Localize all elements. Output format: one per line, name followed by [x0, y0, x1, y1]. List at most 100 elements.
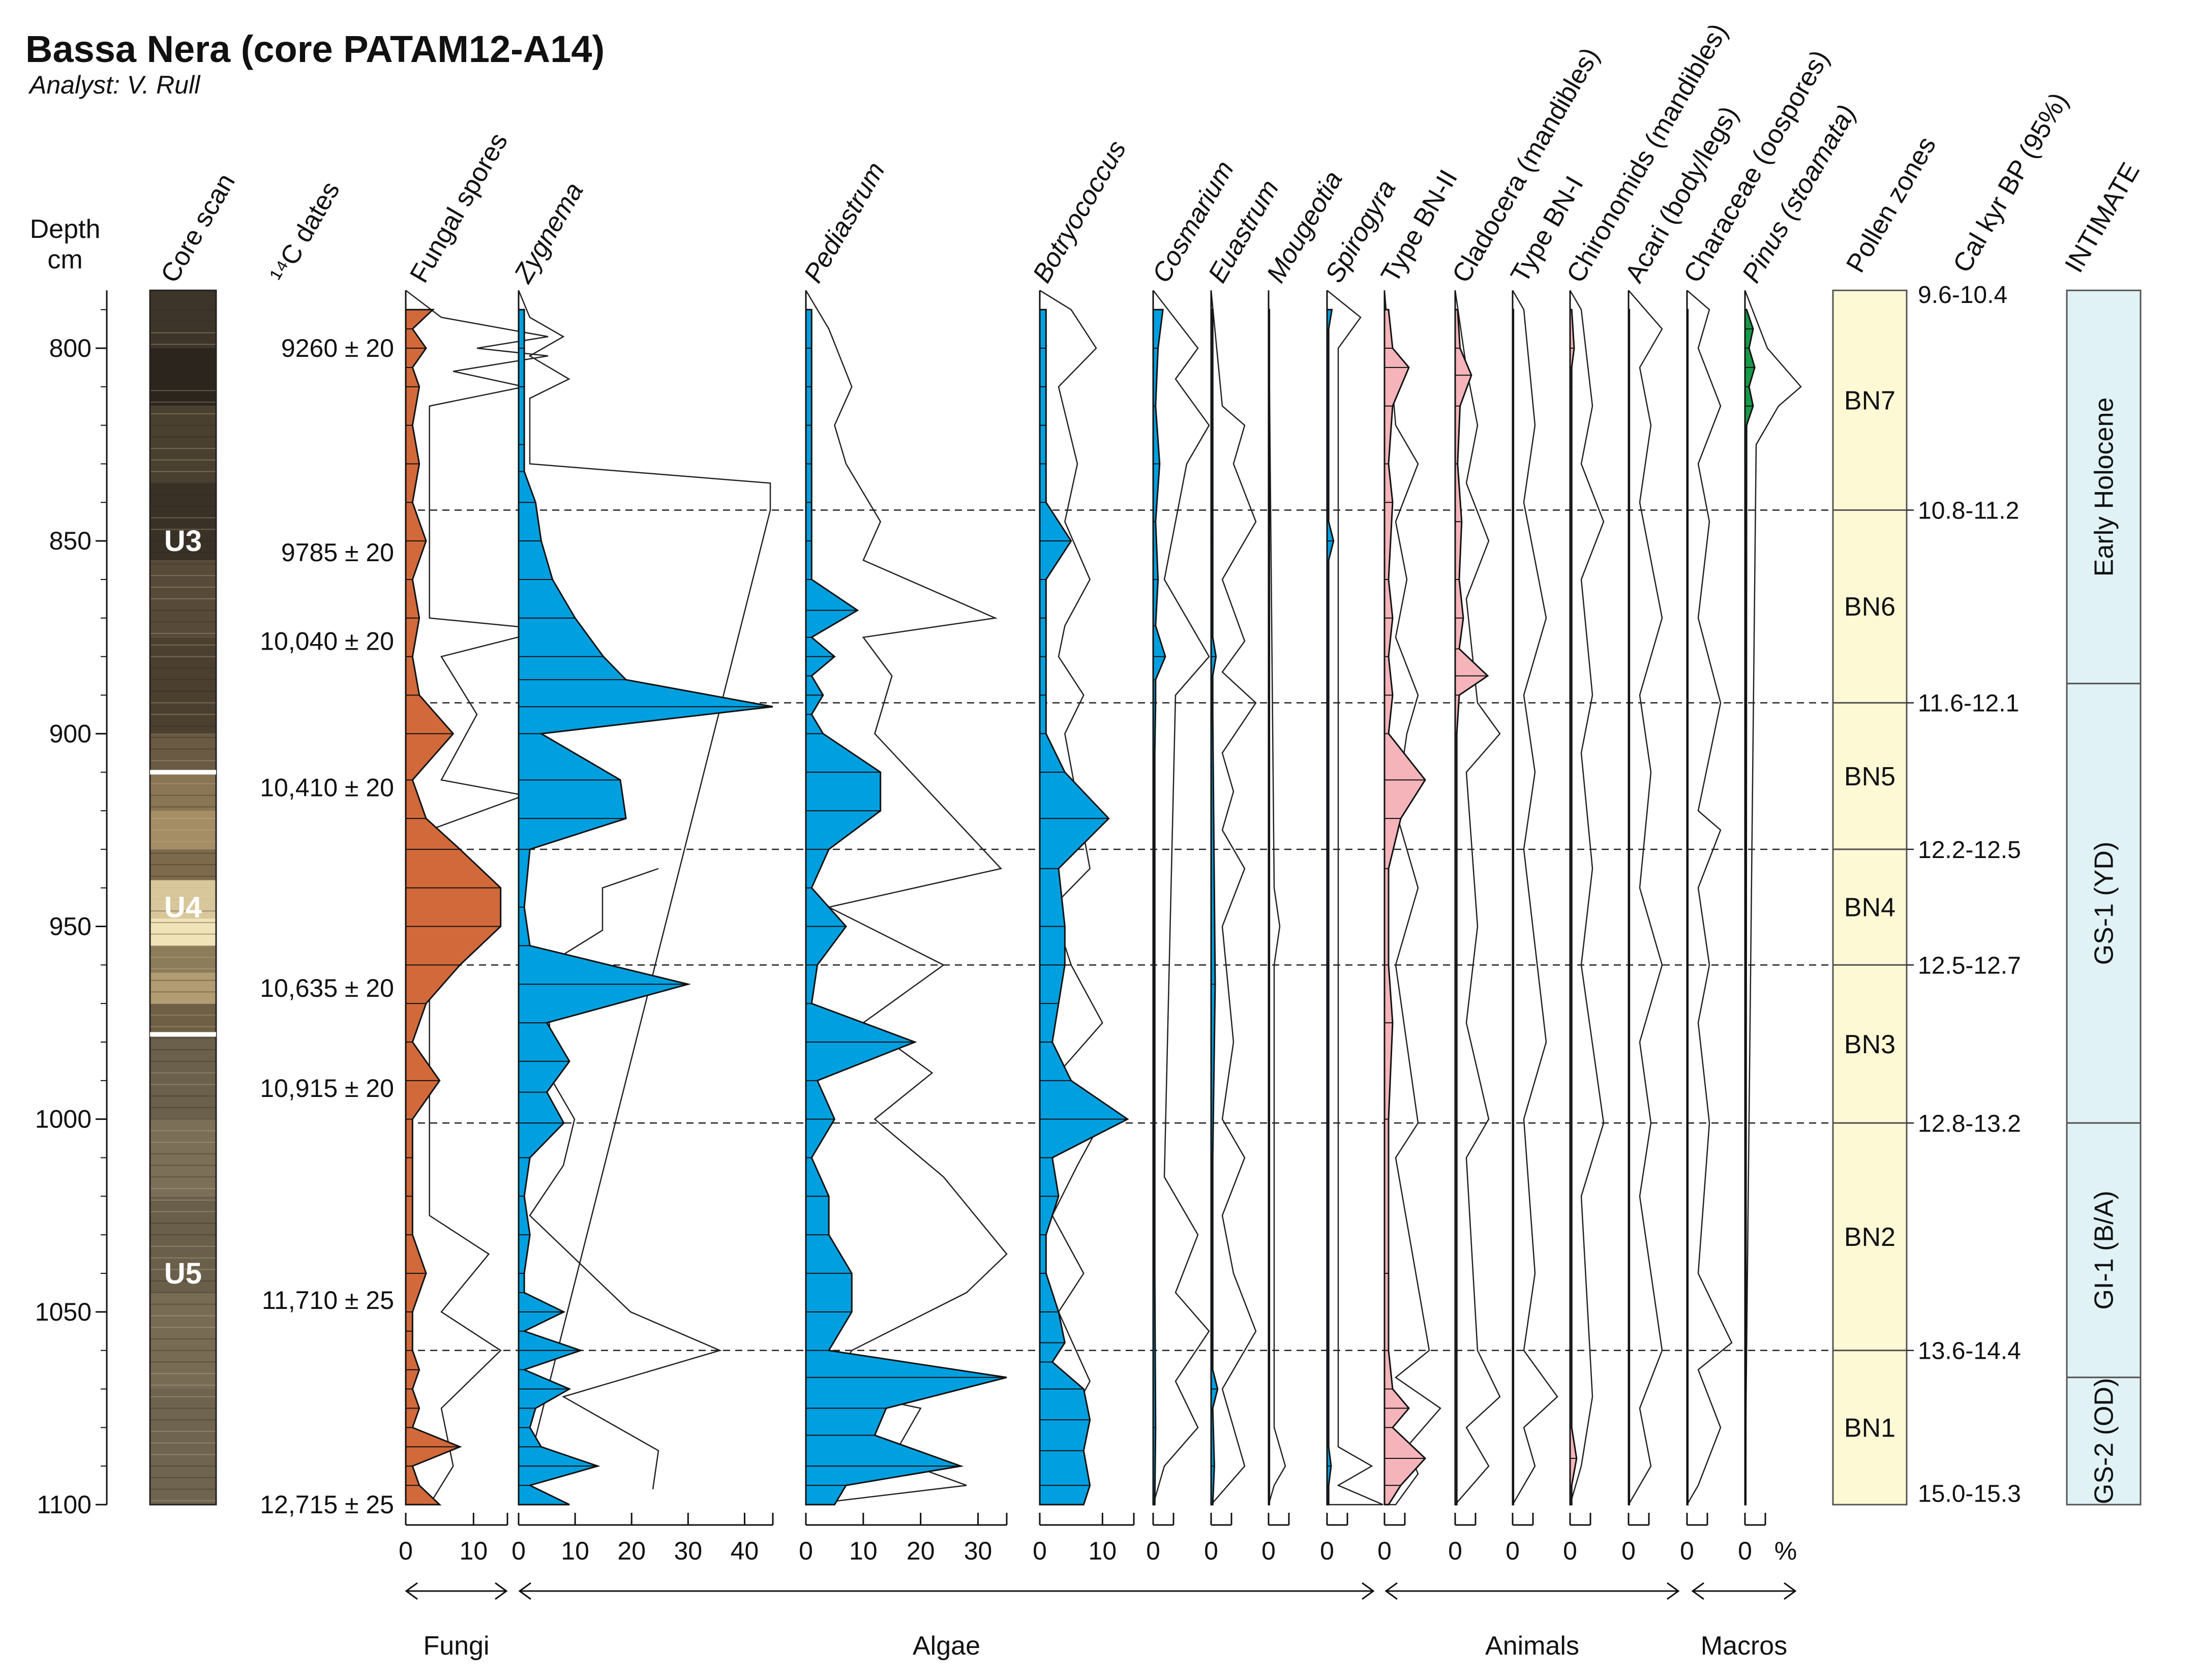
- c14-header: ¹⁴C dates: [264, 176, 346, 288]
- intimate-period-label: GS-1 (YD): [2090, 842, 2119, 965]
- group-label-fungi: Fungi: [423, 1631, 489, 1661]
- x-tick-label: 10: [561, 1537, 589, 1565]
- exaggeration-outline: [1628, 290, 1663, 1505]
- group-label-macros: Macros: [1701, 1631, 1787, 1661]
- curve-cladocera: 0: [1448, 290, 1501, 1565]
- c14-date-label: 10,915 ± 20: [260, 1074, 394, 1103]
- pollen-zone-label: BN3: [1844, 1030, 1895, 1059]
- x-tick-label: 0: [1506, 1537, 1520, 1565]
- pollen-zone-box: [1832, 964, 1908, 1124]
- group-arrow-right: [495, 1582, 508, 1600]
- curve-cosmarium: 0: [1146, 290, 1210, 1565]
- x-tick-label: %: [1774, 1537, 1797, 1565]
- curve-fill: [1569, 309, 1578, 1506]
- group-arrow-left: [1384, 1582, 1398, 1600]
- exaggeration-outline: [1268, 290, 1286, 1505]
- x-tick-label: 0: [1738, 1537, 1752, 1565]
- group-arrow-left: [405, 1582, 418, 1600]
- core-band: [150, 290, 216, 348]
- depth-tick-label: 1000: [35, 1105, 92, 1134]
- core-frame: [149, 289, 217, 1506]
- intimate-period-box: [2066, 1377, 2142, 1506]
- core-band: [150, 1292, 216, 1389]
- x-tick-label: 0: [511, 1537, 526, 1565]
- cal-age-label: 11.6-12.1: [1918, 690, 2019, 717]
- cal-age-label: 15.0-15.3: [1918, 1480, 2021, 1507]
- curve-pediastrum: 0 10 20 30: [799, 290, 1008, 1565]
- depth-tick-label: 1050: [35, 1298, 92, 1326]
- x-tick-label: 10: [849, 1537, 878, 1565]
- cal-age-label: 9.6-10.4: [1918, 282, 2007, 309]
- core-band: [150, 972, 216, 1004]
- core-scan-header: Core scan: [155, 169, 241, 288]
- pollen-zone-box: [1832, 1122, 1908, 1352]
- exaggeration-outline: [1744, 290, 1802, 1505]
- core-band: [150, 1003, 216, 1034]
- x-tick-label: 20: [907, 1537, 935, 1565]
- curve-spirogyra: 0: [1320, 290, 1383, 1565]
- curve-chironomids: 0: [1563, 290, 1605, 1565]
- pollen-zone-box: [1832, 509, 1908, 704]
- depth-tick-label: 950: [49, 912, 92, 941]
- x-tick-label: 10: [1089, 1537, 1117, 1565]
- group-arrow-left: [1691, 1582, 1704, 1600]
- group-label-algae: Algae: [913, 1631, 980, 1661]
- depth-tick-label: 800: [49, 334, 92, 362]
- series-header: Zygnema: [508, 177, 589, 288]
- core-band: [150, 811, 216, 849]
- core-band: [150, 348, 216, 406]
- core-unit-label: U4: [164, 891, 202, 924]
- c14-date-label: 10,410 ± 20: [260, 774, 394, 802]
- analyst-credit: Analyst: V. Rull: [28, 71, 201, 99]
- exaggeration-outline: [1512, 290, 1558, 1505]
- c14-date-label: 10,635 ± 20: [260, 974, 394, 1002]
- pollen-zone-label: BN5: [1844, 762, 1895, 791]
- pollen-zone-box: [1832, 702, 1908, 850]
- x-tick-label: 0: [799, 1537, 813, 1565]
- group-arrow-right: [1362, 1582, 1375, 1600]
- pollen-zone-label: BN2: [1844, 1223, 1895, 1252]
- core-band: [150, 1196, 216, 1293]
- curve-botryococcus: 0 10: [1033, 290, 1135, 1565]
- x-tick-label: 0: [1448, 1537, 1462, 1565]
- group-arrow-left: [518, 1582, 531, 1600]
- core-unit-label: U3: [164, 525, 202, 558]
- cal-age-label: 12.5-12.7: [1918, 952, 2021, 979]
- core-band: [150, 849, 216, 880]
- core-scan-column: U3 U4 U5: [149, 289, 217, 1506]
- cal-age-label: 12.2-12.5: [1918, 837, 2021, 864]
- series-header: Pediastrum: [798, 157, 891, 288]
- x-tick-label: 40: [731, 1537, 759, 1565]
- curve-fill: [405, 309, 502, 1506]
- curve-euastrum: 0: [1204, 290, 1257, 1565]
- pollen-zone-box: [1832, 1350, 1908, 1506]
- cal-ages-header: Cal kyr BP (95%): [1947, 87, 2074, 278]
- c14-dates-column: 9260 ± 20 9785 ± 20 10,040 ± 20 10,410 ± 20…: [260, 334, 394, 1519]
- core-band: [150, 945, 216, 973]
- pollen-zone-label: BN1: [1844, 1413, 1895, 1443]
- group-arrow-right: [1667, 1582, 1680, 1600]
- x-tick-label: 0: [1320, 1537, 1334, 1565]
- curve-pinus: 0%: [1738, 290, 1802, 1565]
- exaggeration-outline: [1383, 290, 1441, 1506]
- curve-characeae: 0: [1680, 290, 1733, 1565]
- x-tick-label: 0: [1204, 1537, 1218, 1565]
- core-band: [150, 483, 216, 561]
- x-tick-label: 0: [1033, 1537, 1047, 1565]
- series-header: Botryococcus: [1027, 136, 1132, 288]
- x-tick-label: 30: [674, 1537, 703, 1565]
- core-band: [150, 919, 216, 946]
- pollen-zone-box: [1832, 289, 1908, 511]
- core-band: [150, 637, 216, 734]
- cal-ages-column: 9.6-10.4 10.8-11.2 11.6-12.1 12.2-12.5 12.5-…: [1907, 282, 2021, 1507]
- curve-fill: [1039, 309, 1129, 1506]
- group-arrow-right: [1784, 1582, 1797, 1600]
- x-tick-label: 0: [1261, 1537, 1276, 1565]
- group-label-animals: Animals: [1485, 1631, 1579, 1661]
- depth-axis-unit: cm: [47, 245, 82, 274]
- curve-fill: [1383, 309, 1427, 1506]
- exaggeration-outline: [1327, 290, 1383, 1506]
- core-band: [150, 406, 216, 483]
- core-unit-label: U5: [164, 1257, 202, 1290]
